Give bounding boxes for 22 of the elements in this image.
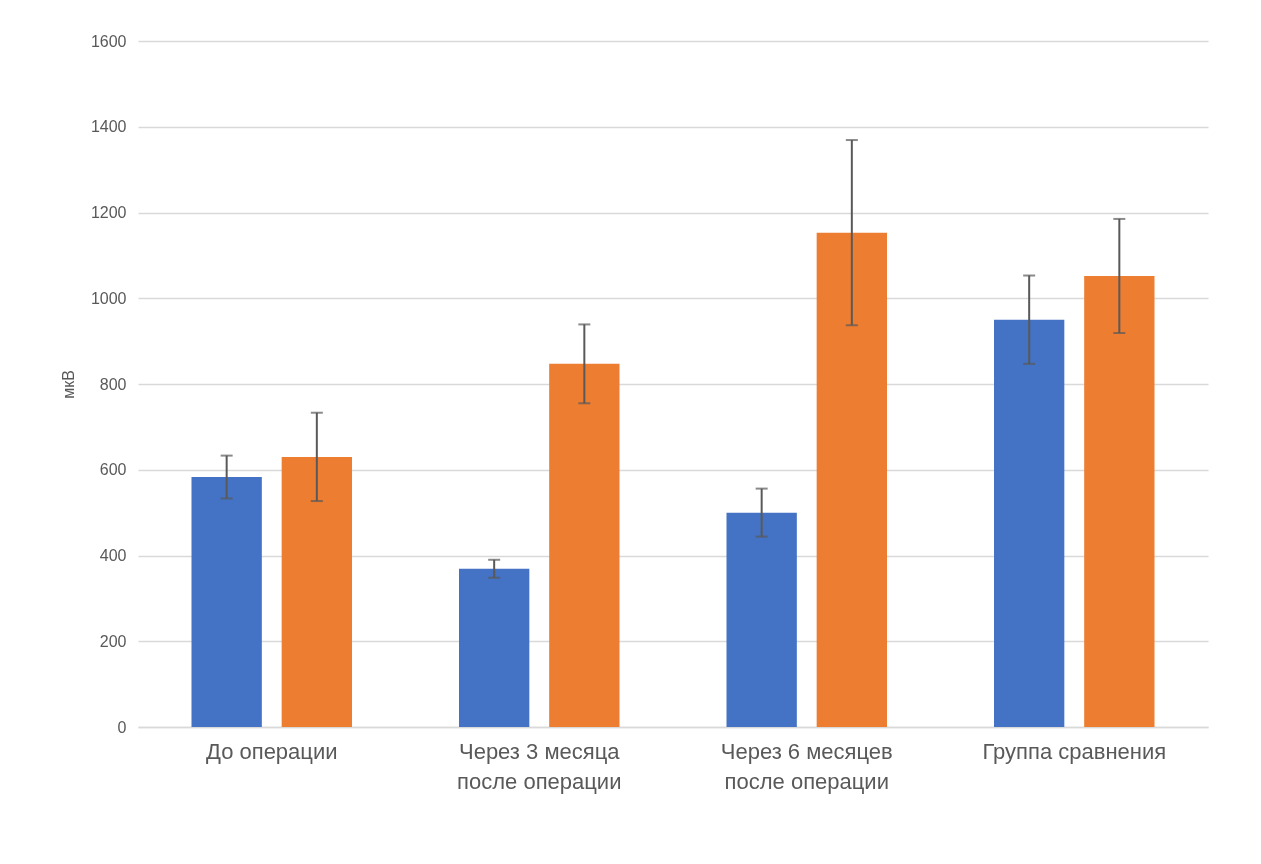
bar (816, 232, 887, 727)
y-tick-label: 800 (99, 375, 127, 393)
y-tick-label: 1000 (90, 289, 127, 307)
bar (459, 568, 530, 727)
bar (726, 512, 797, 727)
y-tick-label: 600 (99, 461, 127, 479)
y-tick-label: 0 (117, 718, 127, 736)
bar (1084, 275, 1155, 727)
y-tick-label: 200 (99, 632, 127, 650)
y-tick-label: 1600 (90, 32, 127, 50)
bar (281, 456, 352, 727)
x-tick-label: Через 3 месяца после операции (457, 738, 622, 794)
x-tick-label: Через 6 месяцев после операции (720, 738, 893, 794)
y-tick-label: 1200 (90, 204, 127, 221)
y-axis-title: мкВ (59, 370, 77, 399)
bar (549, 363, 620, 727)
y-tick-label: 1400 (90, 118, 127, 136)
x-tick-label: До операции (205, 738, 338, 764)
bar (994, 319, 1065, 727)
bar (191, 477, 262, 727)
y-tick-label: 400 (99, 547, 127, 564)
x-tick-label: Группа сравнения (982, 738, 1167, 764)
